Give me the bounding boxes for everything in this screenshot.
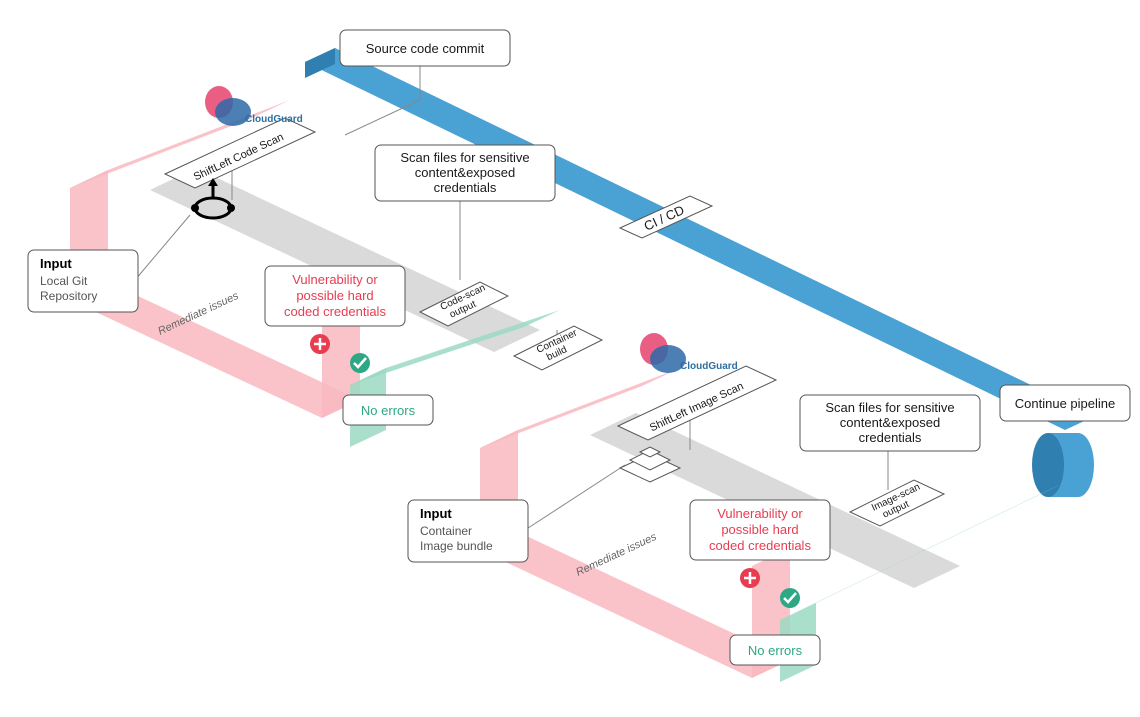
svg-text:Local Git: Local Git [40,274,88,288]
decision-fail-1 [310,334,330,354]
svg-text:Scan files for sensitive: Scan files for sensitive [825,400,954,415]
svg-text:content&exposed: content&exposed [840,415,940,430]
svg-text:No errors: No errors [361,403,416,418]
svg-text:Vulnerability or: Vulnerability or [717,506,803,521]
source-commit-label: Source code commit [366,41,485,56]
svg-text:Container: Container [420,524,472,538]
scan-box-2: Scan files for sensitive content&exposed… [800,395,980,451]
svg-text:Repository: Repository [40,289,97,303]
svg-text:content&exposed: content&exposed [415,165,515,180]
svg-text:CloudGuard: CloudGuard [680,361,738,372]
decision-ok-1 [350,353,370,373]
vuln-box-2: Vulnerability or possible hard coded cre… [690,500,830,560]
source-commit-box: Source code commit [340,30,510,66]
remediate-label-2: Remediate issues [574,531,659,579]
vuln-box-1: Vulnerability or possible hard coded cre… [265,266,405,326]
svg-text:Image bundle: Image bundle [420,539,493,553]
shiftleft-image-box: ShiftLeft Image Scan [618,366,776,440]
svg-text:Continue pipeline: Continue pipeline [1015,396,1115,411]
continue-box: Continue pipeline [1000,385,1130,421]
input-git-box: Input Local Git Repository [28,250,138,312]
pipeline-diagram: Source code commit Scan files for sensit… [0,0,1140,717]
noerr-box-2: No errors [730,635,820,665]
svg-text:credentials: credentials [859,430,922,445]
svg-text:coded credentials: coded credentials [284,304,386,319]
svg-text:Input: Input [40,256,72,271]
decision-fail-2 [740,568,760,588]
cloudguard-logo-1: CloudGuard [205,86,303,126]
svg-text:Input: Input [420,506,452,521]
svg-text:possible hard: possible hard [721,522,798,537]
cloudguard-logo-2: CloudGuard [640,333,738,373]
shiftleft-code-box: ShiftLeft Code Scan [165,118,315,188]
svg-text:CloudGuard: CloudGuard [245,114,303,125]
svg-text:Vulnerability or: Vulnerability or [292,272,378,287]
noerr-box-1: No errors [343,395,433,425]
svg-text:Scan files for sensitive: Scan files for sensitive [400,150,529,165]
svg-text:coded credentials: coded credentials [709,538,811,553]
svg-text:No errors: No errors [748,643,803,658]
decision-ok-2 [780,588,800,608]
input-image-box: Input Container Image bundle [408,500,528,562]
svg-text:credentials: credentials [434,180,497,195]
svg-text:possible hard: possible hard [296,288,373,303]
scan-box-1: Scan files for sensitive content&exposed… [375,145,555,201]
imagescan-output-box: Image-scan output [850,480,944,526]
